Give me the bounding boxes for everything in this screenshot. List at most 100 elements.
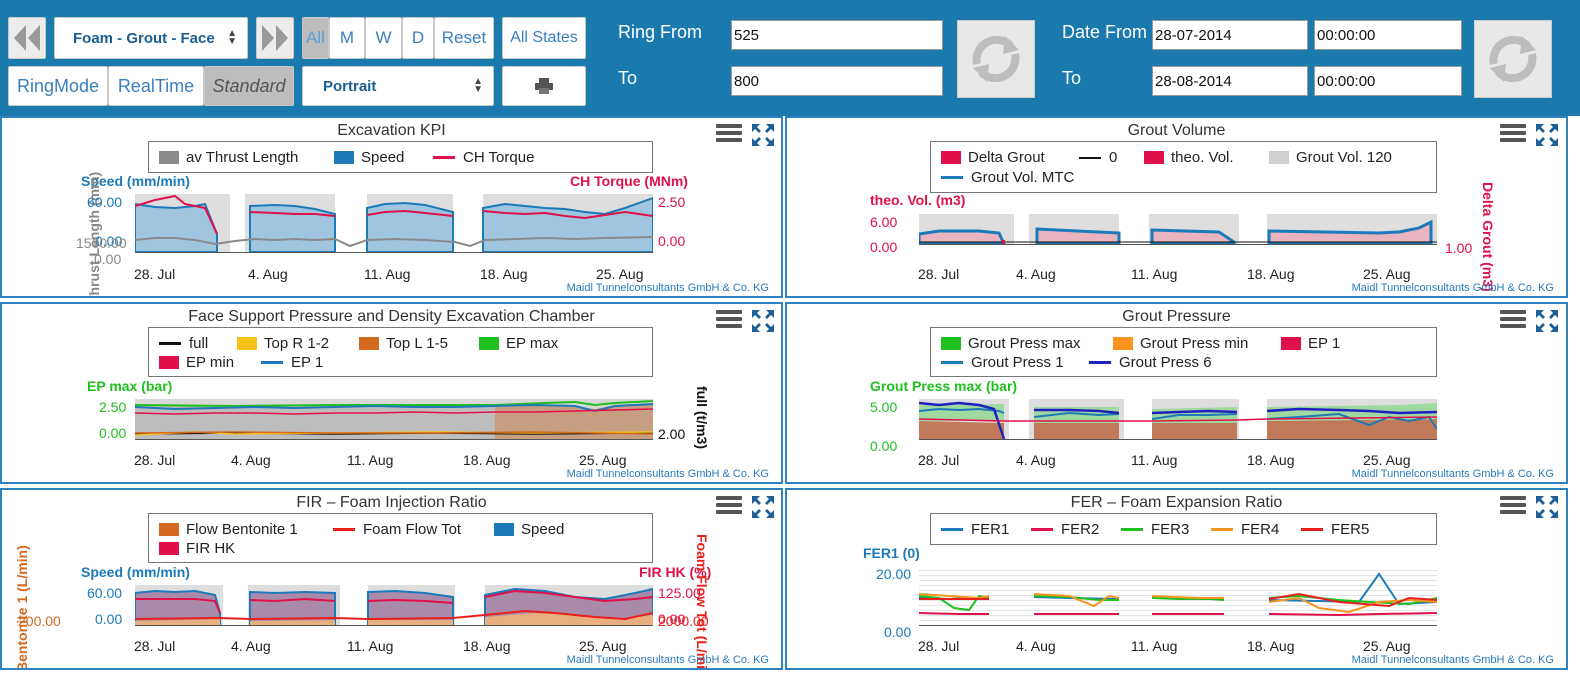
legend-item[interactable]: Speed — [494, 521, 564, 538]
left-axis-title: FER1 (0) — [863, 545, 920, 561]
fullscreen-icon[interactable] — [1534, 494, 1560, 520]
ringmode-button[interactable]: RingMode — [8, 66, 108, 106]
legend-item[interactable]: FER4 — [1211, 521, 1279, 538]
tick-label: 0.00 — [658, 233, 686, 249]
ring-from-label: Ring From — [618, 22, 703, 42]
fullscreen-icon[interactable] — [750, 122, 776, 148]
legend-item[interactable]: av Thrust Length — [159, 149, 298, 166]
grout-min-area — [919, 419, 1437, 439]
menu-icon[interactable] — [716, 310, 742, 332]
range-day-button[interactable]: D — [402, 17, 434, 59]
menu-icon[interactable] — [1500, 496, 1526, 518]
range-all-button[interactable]: All — [302, 17, 329, 59]
filter-select[interactable]: Foam - Grout - Face ▲ ▼ — [54, 17, 248, 59]
menu-icon[interactable] — [1500, 310, 1526, 332]
menu-icon[interactable] — [716, 124, 742, 146]
fullscreen-icon[interactable] — [750, 494, 776, 520]
legend-item[interactable]: Top R 1-2 — [237, 335, 329, 352]
grout-press-6 — [1151, 409, 1238, 415]
realtime-button[interactable]: RealTime — [108, 66, 204, 106]
menu-icon[interactable] — [716, 496, 742, 518]
legend-item[interactable]: Grout Vol. MTC — [941, 169, 1074, 186]
x-tick: 4. Aug — [1016, 266, 1056, 282]
all-states-button[interactable]: All States — [502, 17, 586, 59]
fullscreen-icon[interactable] — [1534, 308, 1560, 334]
legend-item[interactable]: Top L 1-5 — [359, 335, 448, 352]
prev-button[interactable] — [8, 17, 46, 59]
legend-item[interactable]: Grout Press max — [941, 335, 1081, 352]
chart-plot-area — [135, 399, 653, 439]
tick-label: 1.00 — [1445, 240, 1473, 256]
ep1-series — [919, 416, 1437, 422]
next-button[interactable] — [256, 17, 294, 59]
x-tick: 4. Aug — [231, 452, 271, 468]
fer5-series — [1268, 592, 1437, 608]
x-tick: 25. Aug — [1363, 266, 1411, 282]
legend-item[interactable]: Grout Press 6 — [1089, 354, 1212, 371]
date-refresh-button[interactable] — [1474, 20, 1552, 98]
chart-svg — [919, 399, 1437, 439]
time-from-input[interactable] — [1314, 20, 1462, 50]
refresh-icon — [1489, 35, 1537, 83]
legend-item[interactable]: Speed — [334, 149, 404, 166]
ring-to-input[interactable] — [731, 66, 943, 96]
legend-item[interactable]: FER3 — [1121, 521, 1189, 538]
menu-icon[interactable] — [1500, 124, 1526, 146]
legend-item[interactable]: FER1 — [941, 521, 1009, 538]
legend-item[interactable]: Grout Vol. 120 — [1269, 149, 1392, 166]
layout-select[interactable]: Portrait ▲ ▼ — [302, 66, 494, 106]
legend-item[interactable]: theo. Vol. — [1144, 149, 1234, 166]
fullscreen-icon[interactable] — [1534, 122, 1560, 148]
x-tick: 11. Aug — [364, 266, 411, 282]
chart-plot-area — [919, 399, 1437, 439]
reset-button[interactable]: Reset — [434, 17, 494, 59]
time-to-input[interactable] — [1314, 66, 1462, 96]
date-to-input[interactable] — [1152, 66, 1308, 96]
ring-from-input[interactable] — [731, 20, 943, 50]
x-tick: 25. Aug — [1363, 452, 1411, 468]
grout-press-1 — [919, 407, 1005, 414]
legend-item[interactable]: Flow Bentonite 1 — [159, 521, 298, 538]
tick-label: 2.50 — [99, 399, 127, 415]
panel-title: FIR – Foam Injection Ratio — [296, 494, 487, 511]
legend-item[interactable]: 0 — [1079, 149, 1117, 166]
left-axis-title: Speed (mm/min) — [81, 564, 190, 580]
ep-max-series — [135, 400, 653, 408]
standard-button[interactable]: Standard — [204, 66, 294, 106]
legend-item[interactable]: CH Torque — [433, 149, 534, 166]
double-right-icon — [262, 25, 288, 51]
fullscreen-icon[interactable] — [750, 308, 776, 334]
ring-refresh-button[interactable] — [957, 20, 1035, 98]
rotated-right-axis-title: Foam Flow Tot (L/min) — [694, 534, 710, 670]
date-to-label: To — [1062, 68, 1082, 88]
legend-item[interactable]: EP 1 — [1281, 335, 1340, 352]
x-tick: 25. Aug — [579, 452, 627, 468]
chart-legend: Grout Press max Grout Press min EP 1 Gro… — [930, 327, 1437, 377]
tick-label: 0.00 — [99, 425, 127, 441]
range-month-button[interactable]: M — [329, 17, 365, 59]
legend-item[interactable]: EP 1 — [261, 354, 323, 371]
legend-item[interactable]: EP max — [479, 335, 558, 352]
torque-series — [366, 209, 454, 217]
date-from-input[interactable] — [1152, 20, 1308, 50]
x-tick: 28. Jul — [134, 638, 176, 654]
x-axis — [919, 625, 1437, 626]
legend-item[interactable]: FER2 — [1031, 521, 1099, 538]
fer3-series — [919, 594, 990, 612]
legend-item[interactable]: Foam Flow Tot — [333, 521, 461, 538]
legend-item[interactable]: EP min — [159, 354, 234, 371]
legend-item[interactable]: FER5 — [1301, 521, 1369, 538]
legend-item[interactable]: Delta Grout — [941, 149, 1045, 166]
tick-label: 200.00 — [18, 613, 61, 629]
legend-item[interactable]: FIR HK — [159, 540, 235, 557]
rotated-left-axis-title: Bentonite 1 (L/min) — [14, 545, 30, 670]
grout-press-1 — [1151, 413, 1238, 420]
legend-item[interactable]: Grout Press min — [1113, 335, 1248, 352]
print-button[interactable] — [502, 66, 586, 106]
left-axis-title: EP max (bar) — [87, 378, 173, 394]
tick-label: 5.00 — [870, 399, 898, 415]
legend-item[interactable]: Grout Press 1 — [941, 354, 1064, 371]
range-week-button[interactable]: W — [365, 17, 402, 59]
tick-label: 0.00 — [884, 624, 912, 640]
legend-item[interactable]: full — [159, 335, 208, 352]
